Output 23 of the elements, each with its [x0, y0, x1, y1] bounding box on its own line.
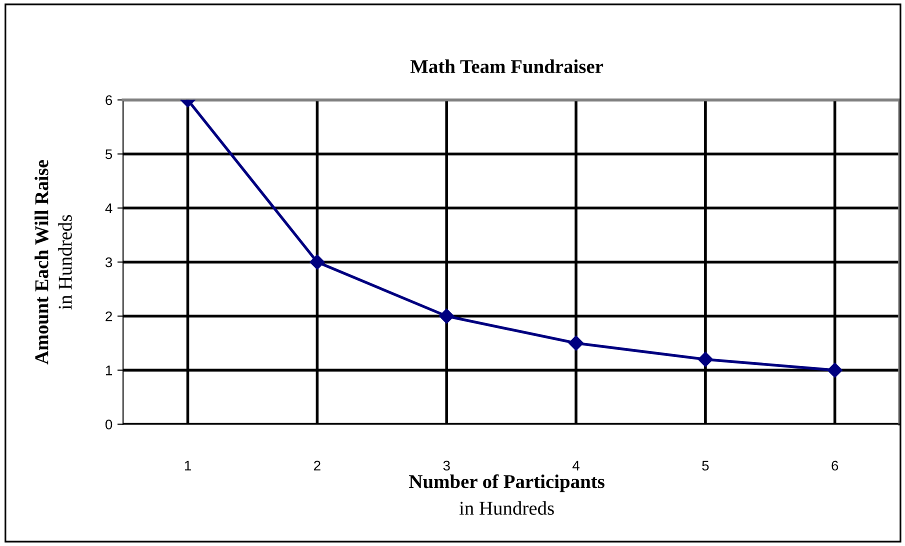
x-tick-label: 2: [314, 460, 320, 470]
x-tick-label: 3: [443, 460, 450, 471]
point: [439, 308, 454, 324]
text: in Hundreds: [459, 501, 554, 515]
y-tick-label: 3: [105, 257, 112, 268]
point: [827, 362, 842, 378]
point: [698, 352, 714, 367]
x-tick-label: 1: [184, 460, 191, 470]
y-tick-label: 5: [105, 149, 112, 160]
y-axis-title: Amount Each Will Raise: [34, 160, 48, 364]
y-tick-label: 0: [105, 420, 112, 430]
y-tick-label: 1: [106, 366, 112, 376]
text: in Hundreds: [58, 214, 72, 310]
x-tick-label: 5: [702, 460, 709, 471]
y-tick-label: 2: [106, 311, 112, 322]
chart-title: Math Team Fundraiser: [410, 59, 604, 74]
point: [310, 254, 325, 270]
x-axis-title: Number of Participants: [409, 474, 604, 492]
point: [568, 336, 584, 351]
x-tick-label: 6: [832, 460, 838, 471]
y-tick-label: 4: [105, 204, 112, 214]
x-tick-label: 4: [572, 460, 580, 470]
y-tick-label: 6: [106, 95, 112, 106]
